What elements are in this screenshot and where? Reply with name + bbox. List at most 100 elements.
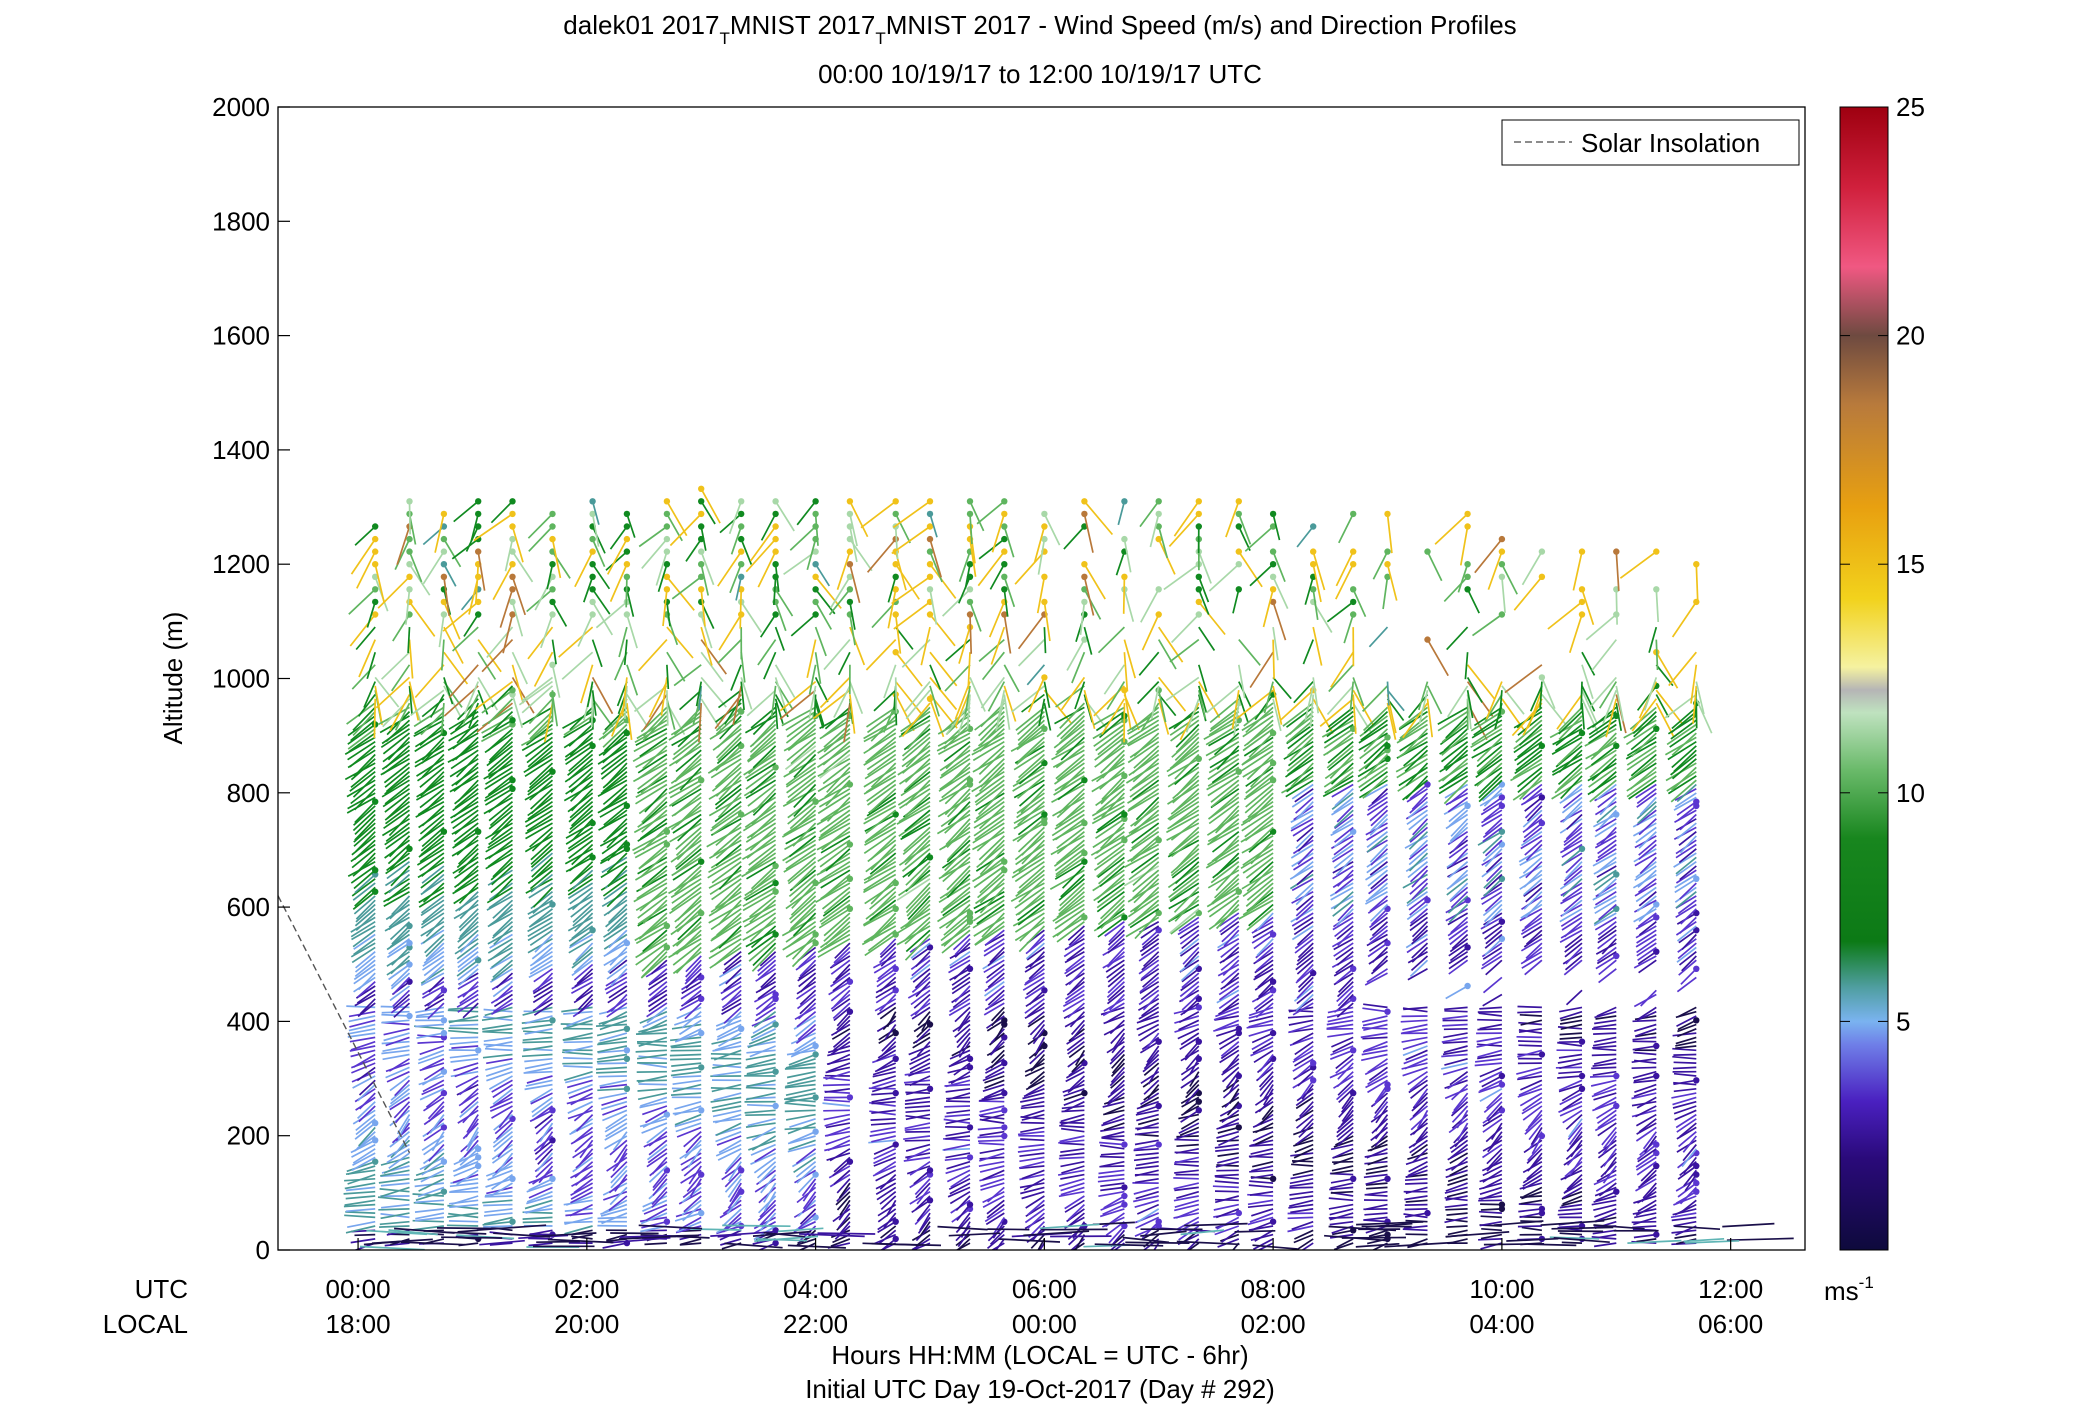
wind-barb <box>1020 788 1046 814</box>
wind-barb <box>1108 1225 1126 1244</box>
wind-barb <box>421 753 445 778</box>
wind-barb <box>746 860 777 880</box>
wind-barb <box>1364 1203 1388 1211</box>
wind-barb <box>381 779 410 798</box>
wind-barb <box>789 525 817 551</box>
wind-barb <box>700 676 727 708</box>
wind-barb-dot <box>1498 1072 1506 1080</box>
wind-barb <box>1247 792 1274 818</box>
wind-barb <box>1447 1075 1469 1090</box>
wind-barb <box>1441 766 1469 789</box>
wind-barb <box>1448 903 1469 924</box>
wind-barb <box>1369 843 1389 863</box>
wind-barb <box>979 1147 1005 1155</box>
wind-barb <box>990 1006 1005 1022</box>
wind-barb-dot <box>1498 794 1506 801</box>
wind-barb <box>672 736 702 761</box>
wind-barb <box>1059 1135 1085 1143</box>
wind-barb <box>897 912 931 934</box>
wind-barb <box>639 886 668 912</box>
wind-barb <box>353 963 376 981</box>
wind-barb <box>595 601 628 629</box>
wind-barb <box>787 925 817 948</box>
wind-barb <box>563 1057 593 1060</box>
wind-barb <box>904 1100 931 1105</box>
wind-barb <box>1312 551 1326 591</box>
wind-barb-dot <box>772 510 779 518</box>
wind-barb <box>710 1052 742 1056</box>
wind-barb <box>417 1053 445 1065</box>
wind-barb <box>943 912 971 936</box>
wind-barb <box>1083 500 1114 536</box>
wind-barb <box>1059 1121 1085 1124</box>
wind-barb <box>575 1152 594 1169</box>
wind-barb <box>633 835 668 855</box>
wind-barb <box>829 1173 851 1188</box>
wind-barb <box>680 1238 702 1246</box>
wind-barb <box>782 929 817 951</box>
wind-barb <box>394 1079 411 1097</box>
wind-barb <box>418 1178 445 1192</box>
wind-barb <box>906 891 931 917</box>
wind-barb <box>1245 706 1274 734</box>
wind-barb <box>1083 513 1094 553</box>
wind-barb <box>1021 1113 1045 1121</box>
wind-barb <box>1134 1130 1159 1136</box>
wind-barb <box>408 501 411 535</box>
wind-barb-dot <box>623 573 631 580</box>
wind-barb <box>984 1079 1005 1089</box>
wind-barb <box>866 706 897 728</box>
wind-barb <box>1018 925 1046 953</box>
wind-barb <box>534 1143 554 1161</box>
wind-barb <box>605 762 628 786</box>
wind-barb <box>1059 1142 1085 1146</box>
wind-barb <box>1249 1152 1274 1158</box>
wind-barb <box>954 1006 971 1023</box>
wind-barb <box>1302 639 1314 665</box>
wind-barb <box>530 908 554 927</box>
wind-barb-dot <box>698 995 705 1002</box>
wind-barb <box>958 576 971 604</box>
wind-barb <box>1014 912 1045 933</box>
wind-barb <box>1478 1012 1503 1017</box>
wind-barb <box>384 792 411 813</box>
wind-barb <box>849 563 861 604</box>
wind-barb <box>1123 652 1129 692</box>
wind-barb <box>871 1079 896 1089</box>
wind-barb <box>1180 1032 1200 1046</box>
wind-barb <box>1216 852 1240 876</box>
wind-barb <box>1404 749 1429 773</box>
wind-barb <box>1329 1220 1354 1226</box>
wind-barb <box>666 651 686 682</box>
wind-barb <box>828 588 851 616</box>
wind-barb <box>1480 1233 1503 1240</box>
wind-barb <box>1404 1195 1428 1201</box>
wind-barb <box>1003 694 1011 730</box>
wind-barb <box>684 1139 702 1159</box>
wind-barb <box>715 710 742 735</box>
wind-barb <box>685 963 702 982</box>
wind-barb-dot <box>1041 811 1048 818</box>
wind-barb <box>711 916 742 941</box>
wind-barb-dot <box>1235 561 1243 568</box>
wind-barb <box>408 551 423 583</box>
wind-barb <box>1405 1182 1428 1185</box>
wind-barb <box>719 513 742 534</box>
wind-barb-dot <box>1269 548 1277 555</box>
wind-barb <box>562 1032 593 1041</box>
wind-barb <box>906 865 931 891</box>
wind-barb <box>1070 1238 1085 1250</box>
wind-barb <box>1438 775 1469 795</box>
wind-barb <box>1405 775 1429 800</box>
wind-barb <box>1404 1208 1428 1211</box>
wind-barb <box>830 1238 851 1247</box>
wind-barb <box>521 732 553 752</box>
wind-barb <box>1255 955 1274 972</box>
wind-barb <box>347 728 376 750</box>
wind-barb <box>484 1195 513 1198</box>
wind-barb-dot <box>892 905 899 912</box>
wind-barb <box>982 1083 1005 1093</box>
wind-barb <box>1370 1109 1388 1123</box>
wind-barb <box>752 942 777 967</box>
wind-barb <box>577 993 594 1010</box>
